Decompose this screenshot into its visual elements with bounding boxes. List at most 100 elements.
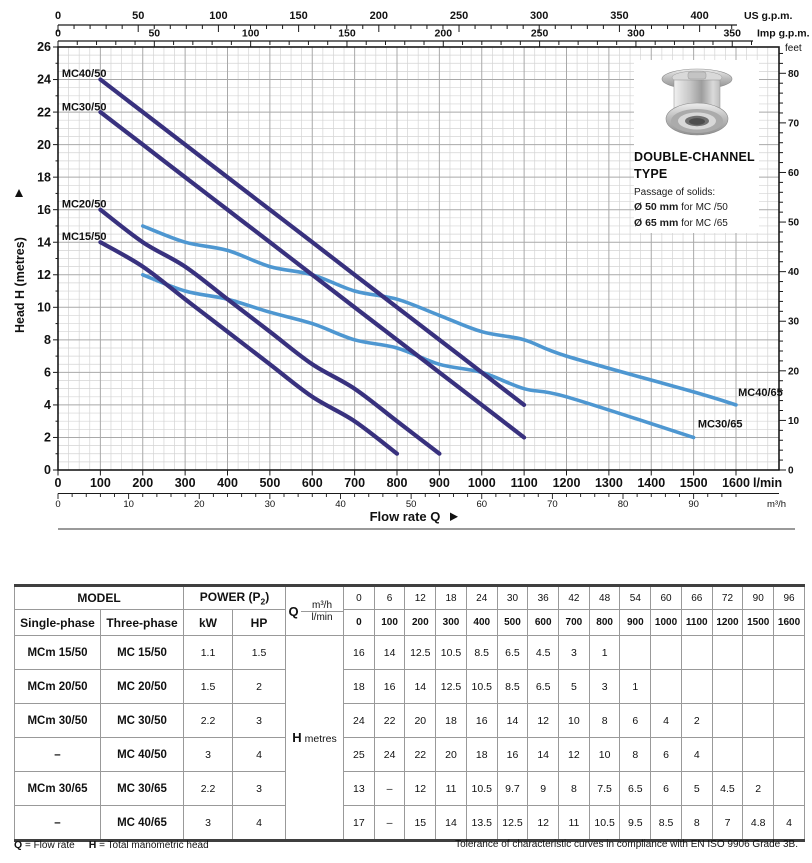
- head-value: 8.5: [650, 805, 682, 841]
- q-m3h-value: 96: [773, 585, 805, 610]
- head-value: 11: [435, 771, 467, 806]
- head-value: 10.5: [435, 635, 467, 670]
- head-value: [711, 669, 744, 704]
- svg-text:250: 250: [450, 10, 468, 22]
- curve-label-MC30/65: MC30/65: [698, 419, 743, 431]
- svg-text:20: 20: [194, 499, 205, 510]
- svg-text:12: 12: [37, 268, 51, 282]
- svg-text:30: 30: [265, 499, 276, 510]
- head-value: 22: [404, 737, 437, 772]
- svg-text:70: 70: [547, 499, 558, 510]
- power-kw: 3: [183, 805, 233, 841]
- power-hp: 3: [232, 703, 286, 738]
- head-value: [773, 635, 805, 670]
- power-hp: 1.5: [232, 635, 286, 670]
- head-value: 6.5: [496, 635, 529, 670]
- svg-text:300: 300: [530, 10, 548, 22]
- svg-text:100: 100: [90, 476, 111, 490]
- power-kw: 2.2: [183, 703, 233, 738]
- q-symbol: Q: [288, 603, 299, 619]
- x-axis-title: Flow rate Q: [370, 509, 458, 524]
- single-phase-model: MCm 20/50: [14, 669, 101, 704]
- head-value: 24: [373, 737, 406, 772]
- svg-text:400: 400: [690, 10, 708, 22]
- head-value: [680, 669, 713, 704]
- svg-text:0: 0: [55, 476, 62, 490]
- head-value: 10: [558, 703, 590, 738]
- svg-text:100: 100: [242, 28, 260, 40]
- table-row-MC40/50: – MC 40/50 3 4 25 24 22 20 18 16 14 12 10 8 6 4: [14, 737, 805, 772]
- power-kw: 3: [183, 737, 233, 772]
- three-phase-model: MC 20/50: [100, 669, 184, 704]
- q-m3h-value: 66: [680, 585, 713, 610]
- power-hp: 4: [232, 805, 286, 841]
- axis-m3h: 0 10 20 30 40 50 60 70 80 90 m³/h: [55, 492, 786, 510]
- q-m3h-value: 24: [465, 585, 498, 610]
- q-lmin-value: 0: [343, 609, 375, 636]
- svg-text:600: 600: [302, 476, 323, 490]
- q-m3h-value: 36: [527, 585, 560, 610]
- svg-text:300: 300: [627, 28, 645, 40]
- head-value: 14: [404, 669, 437, 704]
- head-value: [773, 771, 805, 806]
- single-phase-model: –: [14, 805, 101, 841]
- head-value: 4: [650, 703, 682, 738]
- svg-text:1100: 1100: [511, 476, 538, 490]
- svg-text:60: 60: [476, 499, 487, 510]
- svg-text:700: 700: [344, 476, 365, 490]
- svg-text:50: 50: [788, 218, 800, 229]
- head-value: 15: [404, 805, 437, 841]
- svg-text:70: 70: [788, 118, 800, 129]
- head-value: 2: [742, 771, 775, 806]
- curve-label-MC40/65: MC40/65: [738, 387, 783, 399]
- table-row-MC30/65: MCm 30/65 MC 30/65 2.2 3 13–12 11 10.5 9.7 9…: [14, 771, 805, 806]
- curve-MC40/65: [141, 224, 738, 407]
- svg-text:200: 200: [435, 28, 453, 40]
- head-value: 10: [588, 737, 621, 772]
- head-value: 8.5: [496, 669, 529, 704]
- head-value: [619, 635, 652, 670]
- head-value: [742, 669, 775, 704]
- svg-text:100: 100: [209, 10, 227, 22]
- passage-of-solids-label: Passage of solids:: [634, 187, 716, 198]
- svg-text:200: 200: [370, 10, 388, 22]
- svg-text:4: 4: [44, 398, 51, 412]
- head-value: [711, 737, 744, 772]
- q-lmin-value: 600: [527, 609, 560, 636]
- head-value: 8: [558, 771, 590, 806]
- q-m3h-value: 42: [558, 585, 590, 610]
- svg-text:350: 350: [723, 28, 741, 40]
- lmin-unit-label: l/min: [311, 611, 333, 623]
- single-phase-model: –: [14, 737, 101, 772]
- head-value: 6: [650, 737, 682, 772]
- q-m3h-value: 90: [742, 585, 775, 610]
- svg-text:0: 0: [55, 499, 60, 510]
- pump-curves: [98, 77, 738, 456]
- head-value: 4.8: [742, 805, 775, 841]
- q-lmin-value: 1200: [711, 609, 744, 636]
- svg-text:24: 24: [37, 73, 51, 87]
- head-value: 10.5: [465, 669, 498, 704]
- q-lmin-value: 200: [404, 609, 437, 636]
- head-value: 22: [373, 703, 406, 738]
- svg-text:40: 40: [335, 499, 346, 510]
- single-phase-model: MCm 30/65: [14, 771, 101, 806]
- head-value: 4: [680, 737, 713, 772]
- svg-text:10: 10: [123, 499, 134, 510]
- section-divider: [58, 528, 795, 530]
- curve-MC30/50: [98, 110, 527, 440]
- head-value: 1: [588, 635, 621, 670]
- curve-label-MC15/50: MC15/50: [62, 231, 107, 243]
- head-value: 8: [680, 805, 713, 841]
- svg-text:30: 30: [788, 317, 800, 328]
- q-m3h-value: 30: [496, 585, 529, 610]
- svg-text:200: 200: [132, 476, 153, 490]
- q-m3h-value: 6: [373, 585, 406, 610]
- head-value: 14: [496, 703, 529, 738]
- power-hp: 4: [232, 737, 286, 772]
- q-m3h-value: 60: [650, 585, 682, 610]
- svg-text:50: 50: [406, 499, 417, 510]
- model-header: MODEL: [14, 585, 184, 610]
